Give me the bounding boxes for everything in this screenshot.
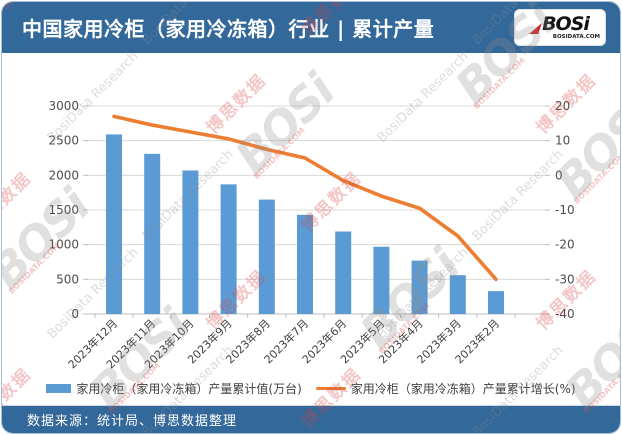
watermark-text: BosiData Research (374, 245, 472, 342)
watermark-text: BosiData Research (44, 49, 142, 146)
watermark-logo: BOSi (224, 64, 345, 184)
left-axis-label: 0 (71, 307, 79, 321)
bar (144, 153, 161, 314)
legend-item-bar: 家用冷柜（家用冷冻箱）产量累计值(万台) (46, 380, 302, 397)
bar (373, 246, 390, 314)
watermark-text: 博思数据 (532, 70, 601, 139)
watermark-logo: BOSi (79, 299, 200, 419)
right-axis-label: -20 (555, 238, 575, 252)
x-axis-label: 2023年4月 (376, 316, 426, 366)
bar (411, 260, 428, 314)
logo-site-text: BOSIDATA.COM (552, 33, 600, 40)
watermark-logo: BOSi (544, 89, 620, 209)
watermark-text: BosiData Research (139, 147, 237, 244)
watermark-logo: BOSi (2, 179, 100, 299)
legend-item-line: 家用冷柜（家用冷冻箱）产量累计增长(%) (315, 380, 576, 397)
logo-text: BOSi (542, 12, 590, 35)
left-axis-label: 2500 (48, 134, 79, 148)
left-axis-label: 2000 (48, 168, 79, 182)
right-axis-label: 10 (555, 134, 570, 148)
logo-triangle-icon (529, 22, 542, 34)
bar (449, 275, 466, 314)
left-axis-label: 3000 (48, 99, 79, 113)
x-axis-label: 2023年9月 (185, 316, 235, 366)
bar (182, 170, 199, 314)
bar (106, 134, 122, 314)
legend-label-bar: 家用冷柜（家用冷冻箱）产量累计值(万台) (76, 382, 302, 396)
left-axis-label: 1000 (48, 238, 79, 252)
x-axis-label: 2023年2月 (452, 316, 502, 366)
right-axis-label: -40 (555, 307, 575, 321)
legend-label-line: 家用冷柜（家用冷冻箱）产量累计增长(%) (350, 382, 576, 396)
data-source-text: 数据来源：统计局、博思数据整理 (27, 414, 238, 429)
bosi-logo: BOSi BOSIDATA.COM (514, 9, 606, 46)
x-axis-label: 2023年11月 (103, 316, 158, 371)
watermark-site: BOSIDATA.COM (471, 56, 527, 111)
title-bar: 中国家用冷柜（家用冷冻箱）行业 | 累计产量 BOSi BOSIDATA.COM (2, 2, 620, 53)
bar (335, 231, 352, 314)
watermark-site: BOSIDATA.COM (6, 241, 62, 296)
watermark-logo: BOSi (349, 239, 470, 359)
x-axis-label: 2023年7月 (261, 316, 311, 366)
x-axis-label: 2023年3月 (414, 316, 464, 366)
watermark-site: BOSIDATA.COM (571, 151, 620, 206)
page-title: 中国家用冷柜（家用冷冻箱）行业 | 累计产量 (22, 17, 435, 41)
watermark-site: BOSIDATA.COM (251, 126, 307, 181)
x-axis-label: 2023年8月 (223, 316, 273, 366)
right-axis-label: -10 (555, 203, 575, 217)
watermark-text: 博思数据 (2, 168, 36, 237)
bar (220, 184, 237, 314)
source-bar: 数据来源：统计局、博思数据整理 (2, 405, 620, 433)
x-axis-label: 2023年6月 (299, 316, 349, 366)
x-axis-label: 2023年10月 (141, 316, 196, 371)
chart-legend: 家用冷柜（家用冷冻箱）产量累计值(万台) 家用冷柜（家用冷冻箱）产量累计增长(%… (2, 380, 620, 397)
bar (297, 214, 313, 314)
x-axis-label: 2023年12月 (65, 316, 120, 371)
right-axis-label: -30 (555, 272, 575, 286)
left-axis-label: 500 (56, 272, 79, 286)
watermark-text: BosiData Research (374, 49, 472, 146)
watermark-site: BOSIDATA.COM (376, 301, 432, 356)
right-axis-label: 0 (555, 168, 563, 182)
left-axis-label: 1500 (48, 203, 79, 217)
watermark-logo: BOSi (554, 299, 620, 419)
line-series-swatch-icon (315, 387, 346, 390)
watermark-text: 博思数据 (532, 266, 601, 335)
growth-line (112, 114, 498, 282)
watermark-text: BosiData Research (469, 147, 567, 244)
watermark-text: 博思数据 (202, 70, 271, 139)
watermark-text: 博思数据 (202, 266, 271, 335)
bar (488, 291, 504, 314)
bar (258, 199, 275, 314)
x-axis-label: 2023年5月 (337, 316, 387, 366)
bar-series-swatch-icon (46, 384, 72, 393)
watermark-text: 博思数据 (297, 168, 366, 237)
right-axis-label: 20 (555, 99, 570, 113)
watermark-text: BosiData Research (44, 245, 142, 342)
